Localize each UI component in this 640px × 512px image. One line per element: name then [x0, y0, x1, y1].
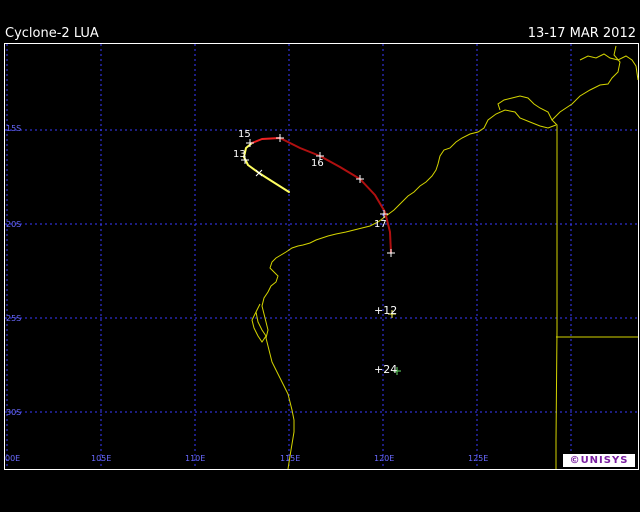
map-frame [4, 43, 639, 470]
lat-label-20s: 20S [6, 220, 21, 229]
forecast-label-12h: +12 [374, 304, 397, 317]
lon-label-115e: 115E [280, 454, 300, 463]
lat-label-15s: 15S [6, 124, 21, 133]
copyright-icon: © [569, 455, 581, 466]
lat-label-25s: 25S [6, 314, 21, 323]
lon-label-120e: 120E [374, 454, 394, 463]
forecast-label-24h: +24 [374, 363, 397, 376]
lon-label-105e: 105E [91, 454, 111, 463]
map-title: Cyclone-2 LUA [5, 26, 99, 41]
lat-lon-grid [5, 44, 638, 469]
coastline [251, 45, 639, 470]
lat-label-30s: 30S [6, 408, 21, 417]
cyclone-track [243, 137, 392, 254]
unisys-logo: © UNISYS [562, 453, 636, 468]
day-label-17: 17 [374, 219, 387, 230]
logo-text: UNISYS [580, 455, 629, 466]
day-label-16: 16 [311, 158, 324, 169]
day-label-15: 15 [238, 129, 251, 140]
date-range: 13-17 MAR 2012 [527, 26, 636, 41]
day-label-13: 13 [233, 149, 246, 160]
track-markers [241, 134, 395, 257]
lon-label-110e: 110E [185, 454, 205, 463]
forecast-markers [388, 310, 401, 375]
lon-label-125e: 125E [468, 454, 488, 463]
lon-label-100e: 00E [5, 454, 20, 463]
